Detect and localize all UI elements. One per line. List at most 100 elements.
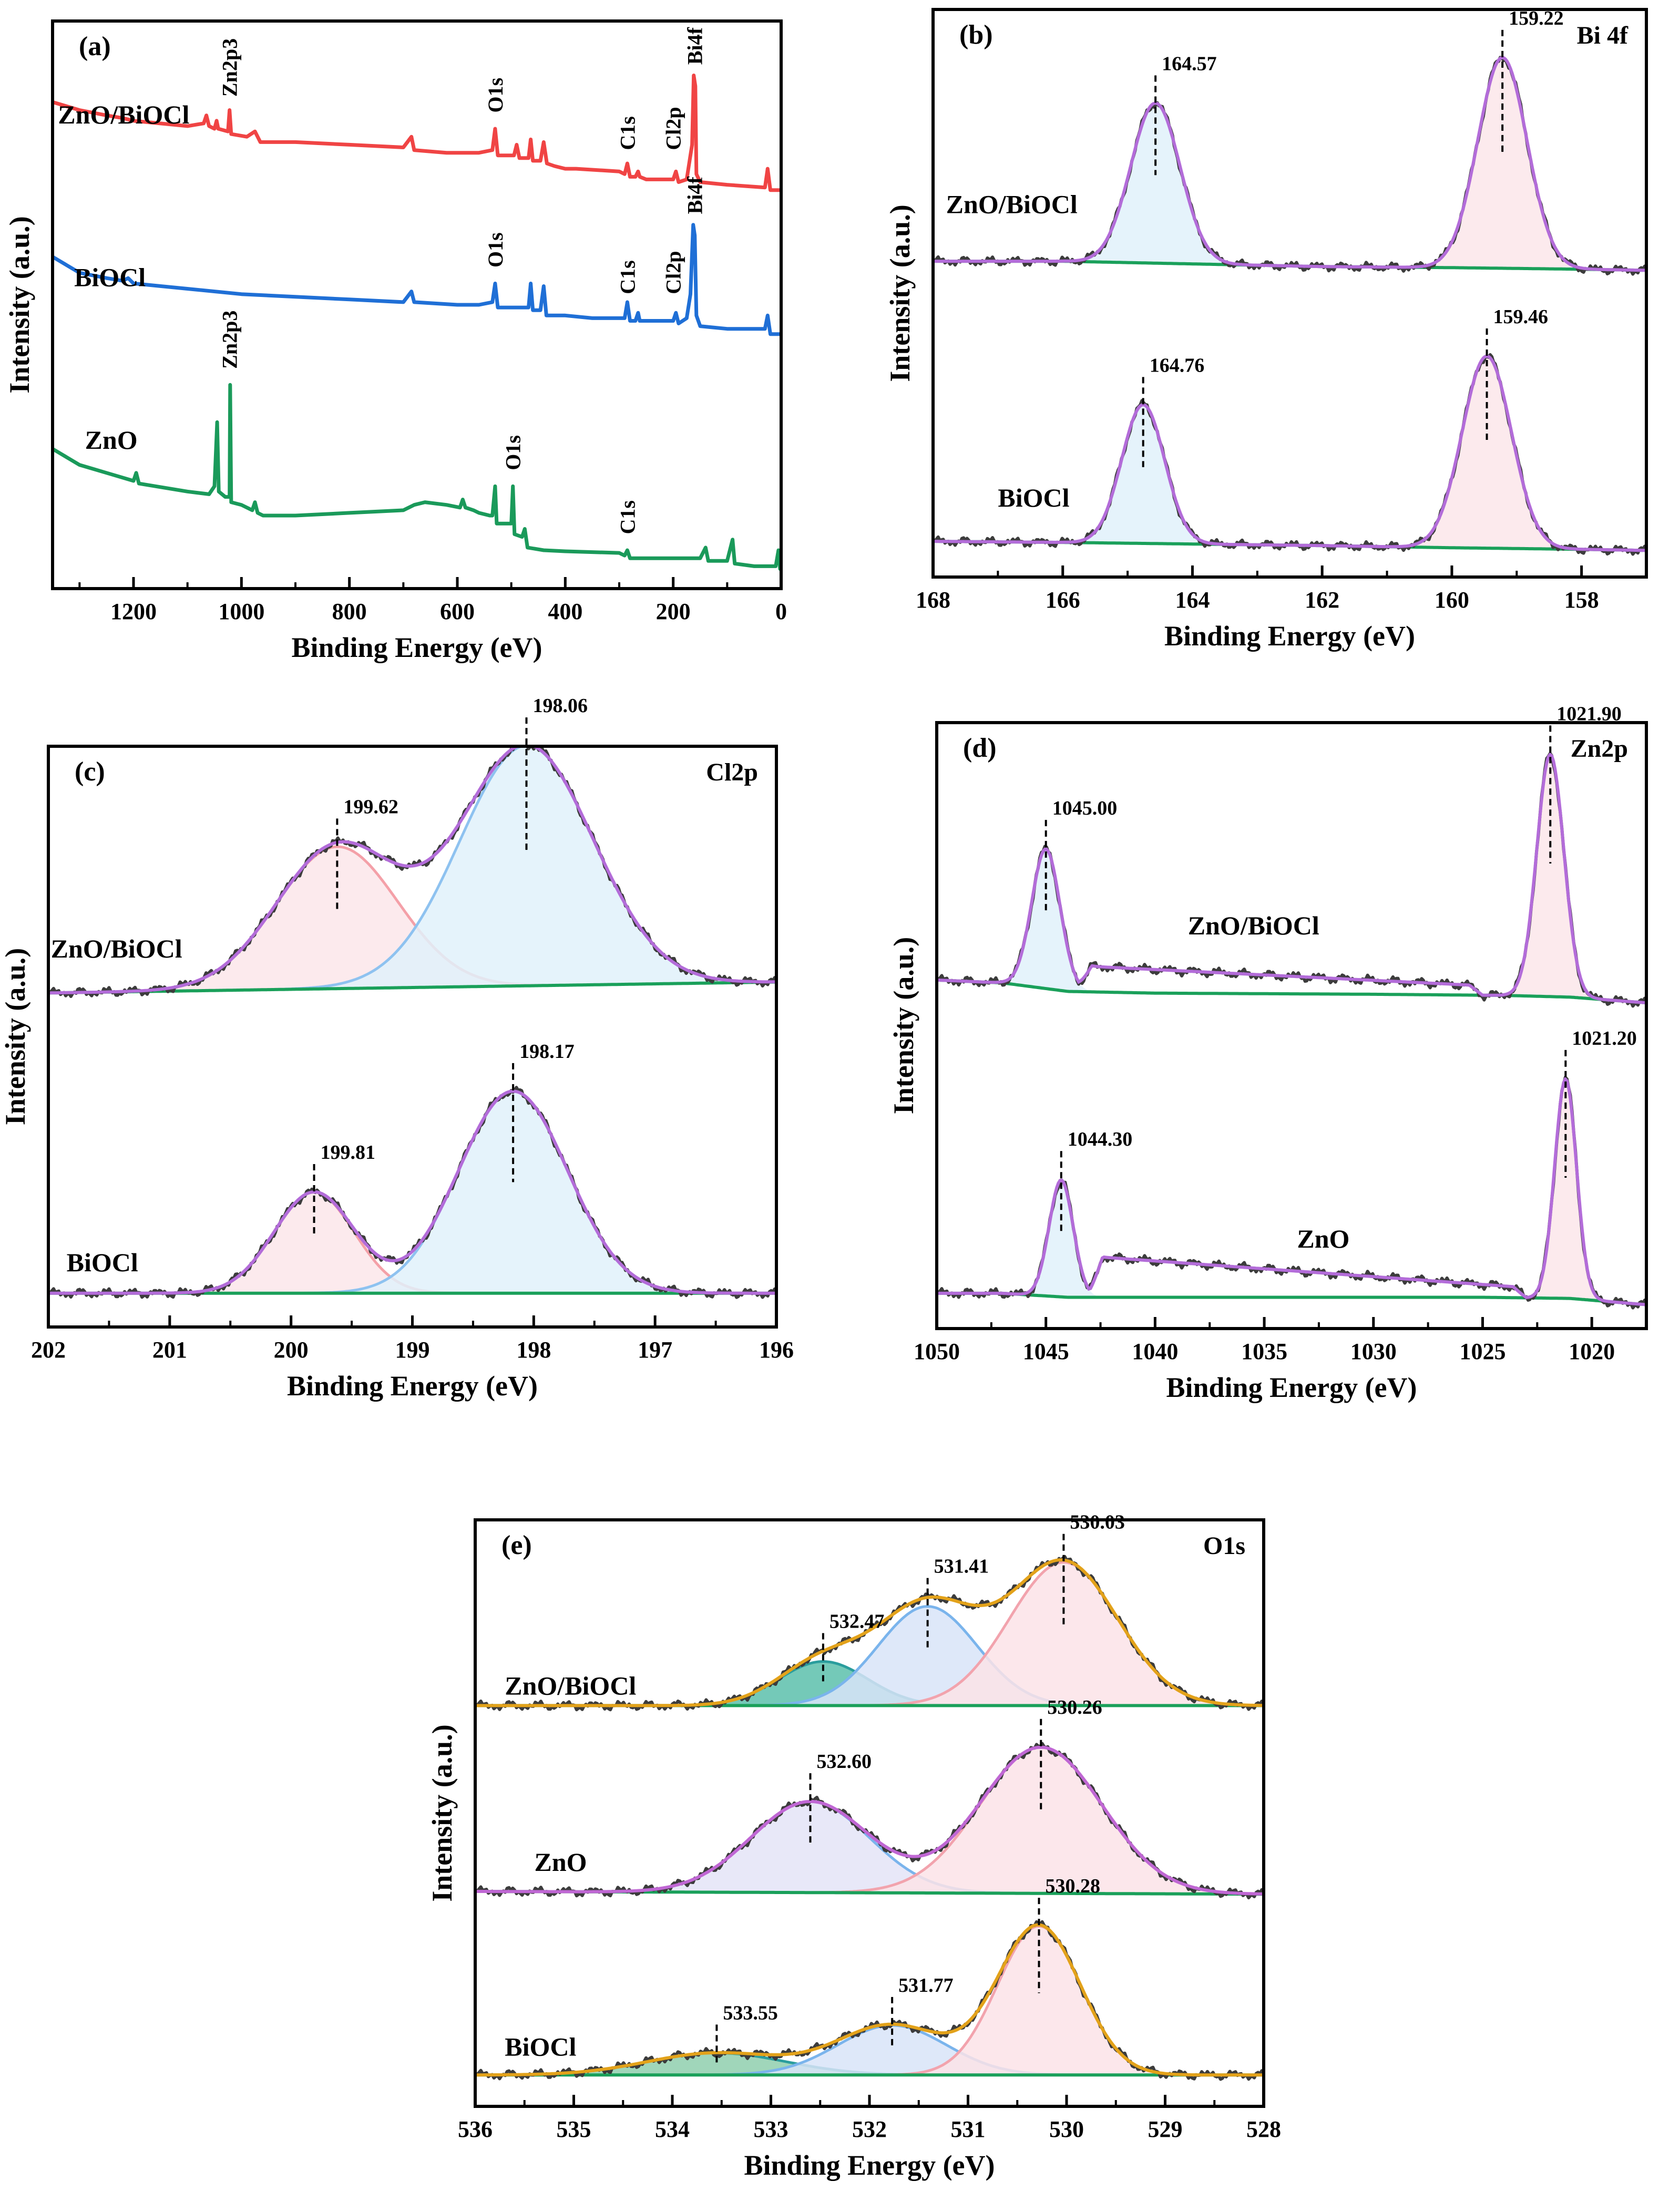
series-label: ZnO <box>535 1847 587 1877</box>
series-label: BiOCl <box>74 262 146 292</box>
x-axis: 536 535 534 533 532 531 530 529 528 <box>458 2095 1281 2142</box>
y-axis-label: Intensity (a.u.) <box>426 1724 458 1902</box>
peak-value-label: 530.03 <box>1070 1511 1125 1534</box>
x-tick-label: 1200 <box>110 599 157 624</box>
peak-fill <box>933 57 1646 271</box>
x-tick-label: 1050 <box>914 1339 960 1364</box>
plot-area <box>475 1555 1264 2081</box>
fit-envelope-zno-biocl <box>933 56 1646 272</box>
x-tick-label: 200 <box>656 599 691 624</box>
x-tick-label: 1045 <box>1023 1339 1069 1364</box>
peak-annotation: Bi4f <box>683 177 707 214</box>
x-tick-label: 535 <box>557 2116 591 2142</box>
x-axis-label: Binding Energy (eV) <box>744 2149 995 2181</box>
x-tick-label: 1035 <box>1241 1339 1287 1364</box>
peak-annotation: C1s <box>616 500 639 534</box>
x-tick-label: 197 <box>638 1337 672 1363</box>
x-tick-label: 536 <box>458 2116 493 2142</box>
peak-fill <box>937 1079 1646 1305</box>
peak-annotation: C1s <box>616 260 639 294</box>
peak-fill <box>933 356 1646 551</box>
x-axis-label: Binding Energy (eV) <box>291 632 542 663</box>
x-tick-label: 202 <box>31 1337 66 1363</box>
peak-value-label: 198.06 <box>532 695 588 717</box>
peak-fill <box>475 1926 1264 2075</box>
peak-value-label: 1045.00 <box>1052 797 1118 819</box>
fit-envelope-zno <box>475 1745 1264 1896</box>
peak-fill <box>475 1562 1264 1706</box>
panel-e: 532.47 531.41 530.03 ZnO/BiOCl 532.60 530.26 Z… <box>426 1511 1281 2181</box>
x-tick-label: 1000 <box>218 599 264 624</box>
panel-label: (c) <box>75 757 105 787</box>
y-axis-label: Intensity (a.u.) <box>888 937 919 1115</box>
panel-title: O1s <box>1203 1532 1245 1560</box>
peak-value-label: 199.81 <box>321 1141 376 1164</box>
peak-fill <box>475 2025 1264 2075</box>
x-tick-label: 200 <box>274 1337 309 1363</box>
x-axis: 1050 1045 1040 1035 1030 1025 1020 <box>914 1317 1615 1364</box>
series-label: BiOCl <box>505 2032 576 2062</box>
x-tick-label: 600 <box>440 599 475 624</box>
fit-envelope-biocl <box>933 354 1646 552</box>
peak-value-label: 1021.20 <box>1572 1027 1637 1050</box>
x-axis-label: Binding Energy (eV) <box>287 1370 538 1402</box>
peak-value-label: 159.46 <box>1493 306 1549 328</box>
x-tick-label: 160 <box>1435 587 1469 613</box>
plot-area <box>53 74 781 571</box>
peak-value-label: 531.41 <box>934 1556 989 1578</box>
peak-fill <box>475 1747 1264 1895</box>
peak-annotation: Cl2p <box>662 251 685 294</box>
x-tick-label: 532 <box>852 2116 887 2142</box>
x-axis: 1200 1000 800 600 400 200 0 <box>78 577 787 624</box>
peak-annotation: Bi4f <box>683 27 707 65</box>
y-axis-label: Intensity (a.u.) <box>0 948 31 1126</box>
x-tick-label: 529 <box>1148 2116 1183 2142</box>
series-line-zno-biocl <box>53 74 781 192</box>
panel-c: 199.62 198.06 ZnO/BiOCl 199.81 198.17 BiOCl 20… <box>0 695 794 1402</box>
peak-value-label: 1044.30 <box>1068 1128 1133 1150</box>
x-tick-label: 400 <box>548 599 582 624</box>
peak-fill <box>48 1091 776 1293</box>
x-tick-label: 198 <box>516 1337 551 1363</box>
x-axis: 168 166 164 162 160 158 <box>916 565 1647 613</box>
x-tick-label: 0 <box>775 599 787 624</box>
x-axis-label: Binding Energy (eV) <box>1166 1372 1417 1403</box>
peak-fill <box>475 1606 1264 1706</box>
x-tick-label: 168 <box>916 587 950 613</box>
x-tick-label: 166 <box>1046 587 1080 613</box>
peak-value-label: 532.47 <box>830 1611 885 1633</box>
series-label: BiOCl <box>998 483 1069 512</box>
x-tick-label: 534 <box>655 2116 690 2142</box>
series-label: ZnO/BiOCl <box>505 1671 636 1700</box>
fit-envelope-zno-biocl <box>937 752 1646 1005</box>
x-tick-label: 164 <box>1175 587 1210 613</box>
peak-annotation: Zn2p3 <box>218 38 242 97</box>
peak-annotation: Zn2p3 <box>218 311 242 369</box>
axes-frame <box>51 19 783 590</box>
x-tick-label: 1030 <box>1350 1339 1397 1364</box>
peak-annotation: O1s <box>484 78 507 113</box>
peak-value-label: 199.62 <box>343 796 398 818</box>
x-tick-label: 196 <box>759 1337 794 1363</box>
fit-envelope-zno <box>937 1076 1646 1306</box>
series-line-zno <box>53 383 781 571</box>
peak-value-label: 530.26 <box>1047 1696 1102 1719</box>
x-axis-label: Binding Energy (eV) <box>1164 620 1415 652</box>
axes-frame <box>474 1518 1265 2108</box>
axes-frame <box>47 745 778 1329</box>
series-label: ZnO <box>85 425 138 455</box>
peak-annotation: C1s <box>616 116 639 150</box>
panel-label: (b) <box>959 20 993 50</box>
axes-frame <box>935 721 1648 1330</box>
series-label: ZnO <box>1297 1224 1349 1253</box>
series-label: ZnO/BiOCl <box>51 934 182 963</box>
x-tick-label: 530 <box>1049 2116 1084 2142</box>
series-label: BiOCl <box>67 1248 138 1277</box>
x-tick-label: 162 <box>1305 587 1339 613</box>
x-axis: 202 201 200 199 198 197 196 <box>31 1315 794 1363</box>
plot-area <box>937 752 1646 1310</box>
panel-title: Zn2p <box>1571 735 1628 763</box>
panel-d: 1045.001021.90ZnO/BiOCl1044.301021.20ZnO… <box>888 703 1648 1403</box>
series-label: ZnO/BiOCl <box>1188 911 1319 940</box>
x-tick-label: 531 <box>951 2116 986 2142</box>
